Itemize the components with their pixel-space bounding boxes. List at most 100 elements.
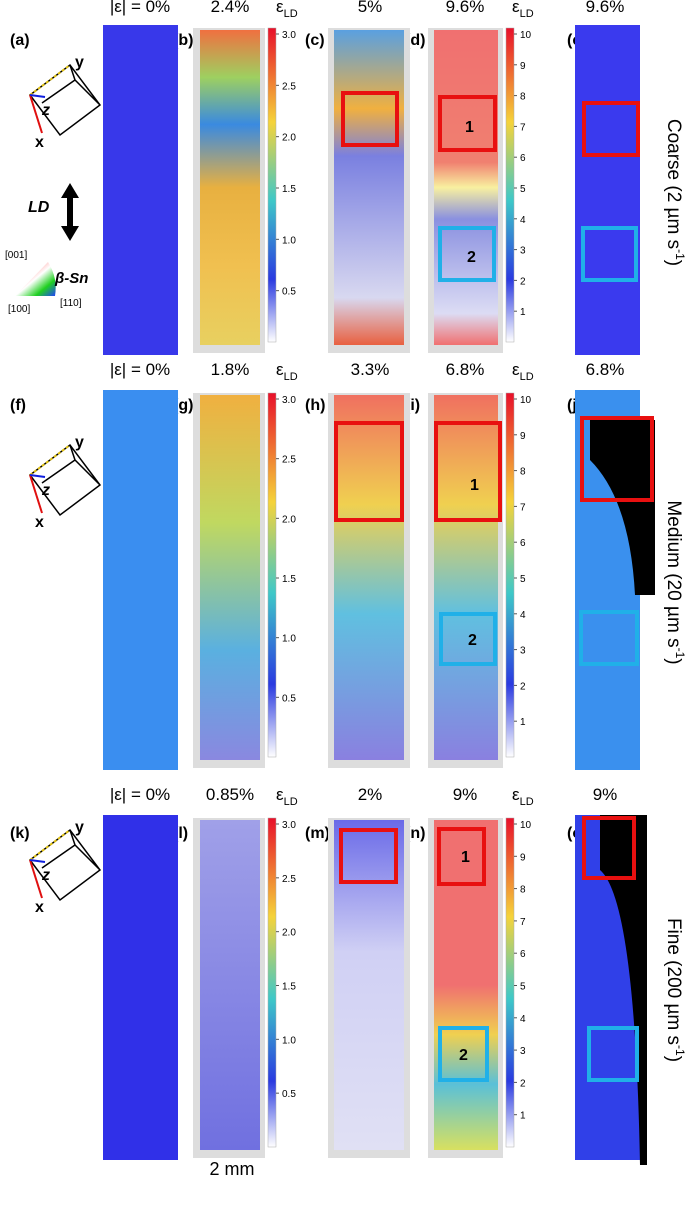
colorbar-tick-label: 3 (520, 1046, 526, 1057)
panel-letter: (k) (10, 825, 30, 842)
axis-label: y (75, 434, 84, 451)
panel-letter: (c) (305, 32, 325, 49)
ipf-label: [001] (5, 250, 27, 261)
colorbar-tick-label: 2.5 (282, 874, 296, 885)
roi-box-blue (587, 1026, 639, 1082)
colorbar-label: εLD (276, 0, 298, 20)
ebsd-map-initial (103, 390, 178, 770)
colorbar-label: εLD (512, 785, 534, 808)
axis-y (29, 444, 71, 476)
colorbar-tick-label: 5 (520, 184, 526, 195)
ebsd-map-final (575, 25, 640, 355)
panel-letter: (m) (305, 825, 330, 842)
axis-z (29, 94, 46, 98)
axis-label: y (75, 819, 84, 836)
colorbar-tick-label: 1.0 (282, 634, 296, 645)
cube (28, 828, 102, 902)
colorbar-tick-label: 1.5 (282, 982, 296, 993)
roi-label: 1 (470, 477, 479, 494)
epsilon: ε (276, 0, 284, 16)
subscript: LD (520, 371, 534, 383)
colorbar-label: εLD (276, 785, 298, 808)
panel-letter: (a) (10, 32, 30, 49)
colorbar-tick-label: 8 (520, 885, 526, 896)
colorbar-tick-label: 5 (520, 982, 526, 993)
axis-y (29, 829, 71, 861)
colorbar-tick-label: 3.0 (282, 30, 296, 41)
colorbar-tick-label: 0.5 (282, 693, 296, 704)
phase-label: β-Sn (54, 270, 88, 287)
strain-label: 5% (358, 0, 383, 16)
colorbar-tick-label: 1.0 (282, 1035, 296, 1046)
colorbar-tick-label: 4 (520, 1014, 526, 1025)
colorbar-tick-label: 2.5 (282, 81, 296, 92)
colorbar (505, 27, 515, 343)
strain-label: 9.6% (446, 0, 485, 16)
roi-box-red (438, 95, 497, 152)
colorbar-tick-label: 2.0 (282, 514, 296, 525)
subscript: LD (520, 796, 534, 808)
dic-map (434, 395, 498, 760)
panel-letter: (f) (10, 397, 26, 414)
subscript: LD (520, 8, 534, 20)
colorbar-tick-label: 1 (520, 1111, 526, 1122)
row-label-sup: -1 (673, 249, 685, 260)
unindexed-region (600, 815, 647, 1165)
axis-label: x (35, 134, 44, 151)
colorbar-tick-label: 0.5 (282, 1089, 296, 1100)
colorbar (505, 392, 515, 758)
colorbar-tick-label: 1.5 (282, 184, 296, 195)
panel-letter: (h) (305, 397, 325, 414)
dic-map (434, 820, 498, 1150)
roi-label: 2 (468, 632, 477, 649)
row-label-main: Coarse (2 µm s (663, 119, 684, 249)
axis-y (29, 64, 71, 96)
roi-box-red (582, 101, 640, 157)
colorbar-tick-label: 2.5 (282, 455, 296, 466)
dic-map (200, 820, 260, 1150)
colorbar-label: εLD (512, 0, 534, 20)
axis-z (29, 474, 46, 478)
colorbar-tick-label: 7 (520, 122, 526, 133)
dic-map (200, 395, 260, 760)
colorbar-tick-label: 2 (520, 276, 526, 287)
axis-x (29, 94, 43, 134)
colorbar-tick-label: 9 (520, 852, 526, 863)
dic-map (334, 820, 404, 1150)
epsilon: ε (512, 785, 520, 804)
ipf-triangle (15, 262, 56, 296)
dic-map (334, 30, 404, 345)
colorbar-tick-label: 10 (520, 820, 532, 831)
roi-box-red (580, 416, 654, 502)
axis-label: z (41, 867, 50, 884)
roi-label: 2 (467, 249, 476, 266)
subscript: LD (284, 371, 298, 383)
roi-box-blue (581, 226, 638, 282)
colorbar-tick-label: 4 (520, 215, 526, 226)
epsilon: ε (276, 360, 284, 379)
row-label: Medium (20 µm s-1) (663, 500, 685, 664)
unindexed-region (590, 420, 655, 595)
roi-box-red (334, 421, 404, 522)
colorbar-tick-label: 3.0 (282, 395, 296, 406)
strain-label: 1.8% (211, 360, 250, 379)
colorbar (267, 392, 277, 758)
strain-label: 9.6% (586, 0, 625, 16)
row-label-sup: -1 (673, 648, 685, 659)
row-label-sup: -1 (673, 1045, 685, 1056)
axis-x (29, 474, 43, 514)
axis-label: x (35, 514, 44, 531)
ipf-label: [100] (8, 304, 30, 315)
subscript: LD (284, 8, 298, 20)
row-label-main: Fine (200 µm s (663, 918, 684, 1045)
colorbar (267, 817, 277, 1148)
colorbar-tick-label: 1.5 (282, 574, 296, 585)
ebsd-map-initial (103, 25, 178, 355)
roi-label: 1 (461, 849, 470, 866)
strain-label: |ε| = 0% (110, 360, 170, 379)
roi-label: 1 (465, 119, 474, 136)
colorbar-tick-label: 7 (520, 502, 526, 513)
colorbar-tick-label: 9 (520, 61, 526, 72)
roi-box-red (339, 828, 398, 884)
ld-arrow (61, 183, 79, 241)
